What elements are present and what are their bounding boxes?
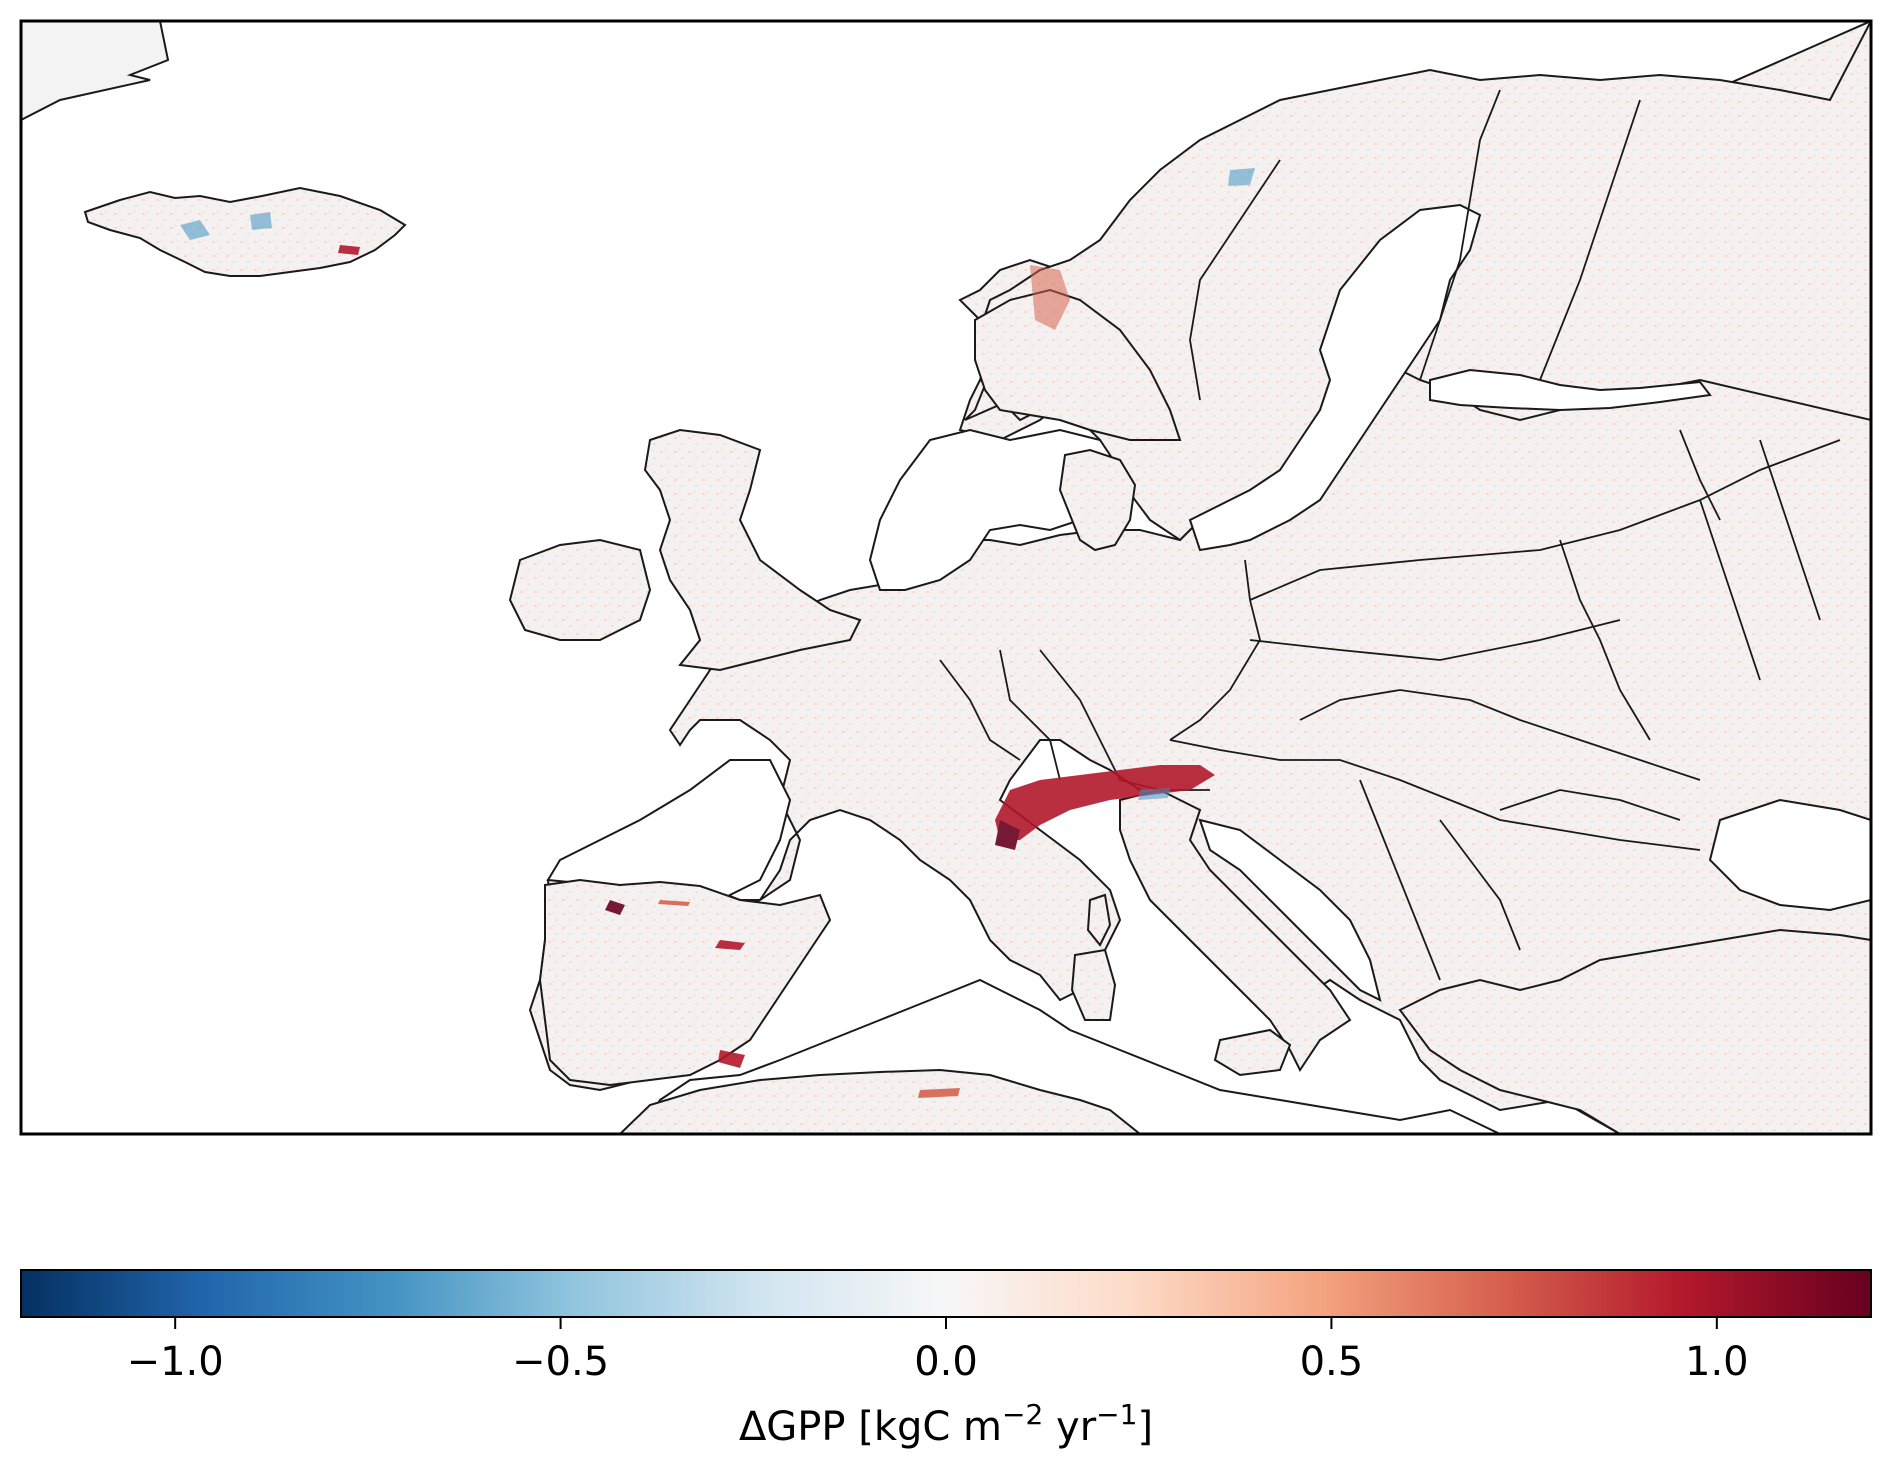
iberia-landmass [538, 878, 832, 1087]
north-sea [868, 428, 1122, 591]
colorbar: −1.0 −0.5 0.0 0.5 1.0 ΔGPP [kgC m−2 yr−1] [20, 1269, 1872, 1450]
colorbar-tick-label: 0.0 [914, 1339, 978, 1385]
gulf-of-finland [1429, 368, 1712, 412]
negative-anomaly-patches [180, 168, 1255, 800]
colorbar-tick-label: −1.0 [127, 1339, 224, 1385]
italy-landmass [1119, 788, 1352, 1072]
map-panel [19, 19, 1873, 1136]
black-sea [1708, 798, 1871, 912]
colorbar-label: ΔGPP [kgC m−2 yr−1] [739, 1398, 1153, 1450]
colorbar-tick-label: 1.0 [1685, 1339, 1749, 1385]
corsica-landmass [1086, 893, 1112, 947]
colorbar-gradient [20, 1269, 1872, 1318]
iceland-landmass [83, 186, 407, 277]
sicily-landmass [1213, 1028, 1292, 1077]
baltic-sea [1188, 203, 1482, 552]
north-africa-landmass [618, 1068, 1142, 1134]
land-layer [21, 21, 1871, 1134]
sardinia-landmass [1070, 948, 1117, 1021]
map-frame [19, 19, 1873, 1136]
ireland-landmass [508, 538, 652, 641]
adriatic-sea [1198, 818, 1382, 1002]
great-britain-landmass [643, 428, 862, 672]
colorbar-tick-label: 0.5 [1300, 1339, 1364, 1385]
country-borders [939, 89, 1841, 981]
denmark-landmass [1058, 448, 1137, 552]
greenland-landmass [21, 21, 170, 122]
positive-anomaly-hotspots [338, 245, 1215, 1098]
greece-turkey-landmass [1398, 928, 1871, 1134]
colorbar-ticks: −1.0 −0.5 0.0 0.5 1.0 [127, 1317, 1749, 1385]
colorbar-tick-label: −0.5 [512, 1339, 609, 1385]
